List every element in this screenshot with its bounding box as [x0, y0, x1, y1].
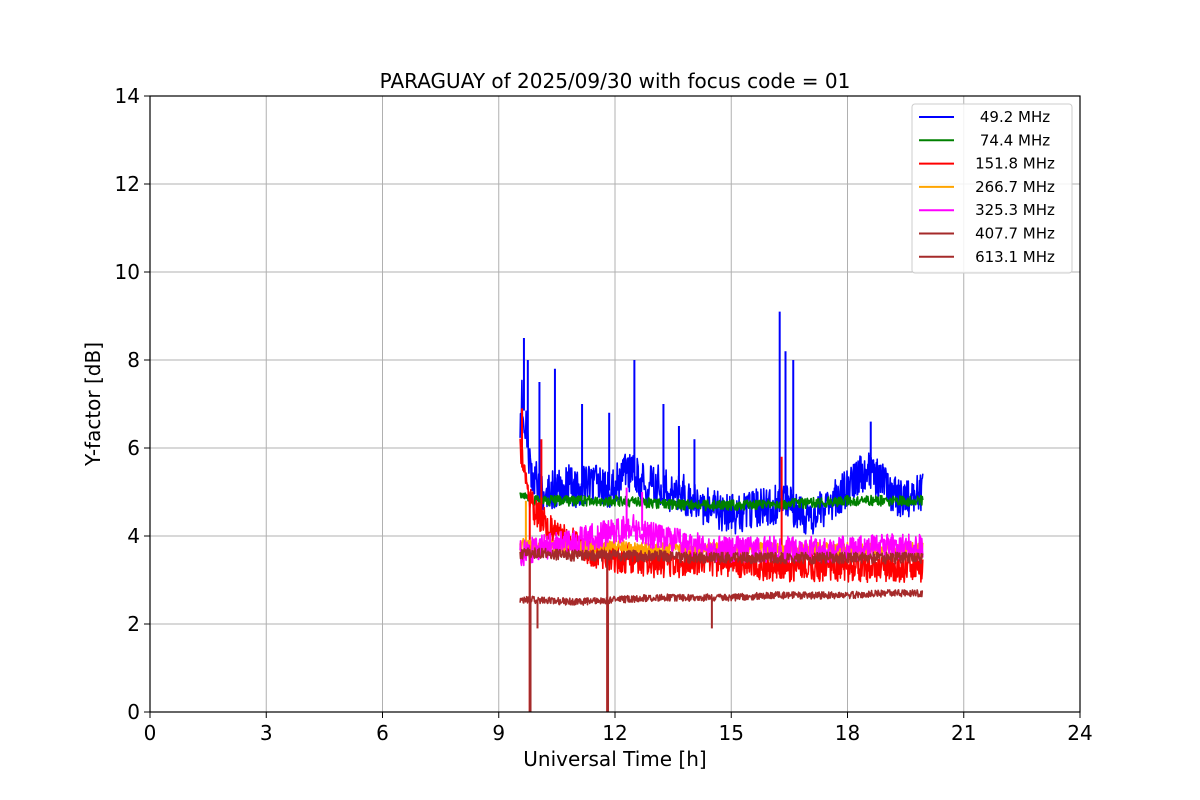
x-tick-label: 15	[719, 721, 744, 745]
series-7	[519, 589, 924, 712]
y-tick-label: 4	[127, 524, 140, 548]
series-line	[519, 547, 924, 565]
x-tick-label: 6	[376, 721, 389, 745]
legend-label: 74.4 MHz	[980, 131, 1050, 149]
x-tick-label: 9	[492, 721, 505, 745]
x-tick-label: 21	[951, 721, 976, 745]
chart-title: PARAGUAY of 2025/09/30 with focus code =…	[380, 69, 851, 93]
x-tick-label: 12	[602, 721, 627, 745]
x-axis-ticks: 0 3 6 9 12 15 18 21 24	[144, 712, 1093, 745]
x-tick-label: 24	[1067, 721, 1092, 745]
legend-label: 407.7 MHz	[975, 225, 1055, 243]
y-tick-label: 2	[127, 612, 140, 636]
series-line	[519, 438, 924, 583]
legend-label: 151.8 MHz	[975, 155, 1055, 173]
y-tick-label: 12	[115, 172, 140, 196]
series-line	[519, 379, 924, 535]
legend-label: 266.7 MHz	[975, 178, 1055, 196]
series-5	[519, 487, 924, 567]
x-tick-label: 0	[144, 721, 157, 745]
y-axis-label: Y-factor [dB]	[81, 342, 105, 467]
grid	[150, 96, 1080, 712]
series-group	[519, 311, 924, 712]
series-line	[519, 514, 924, 567]
legend-label: 49.2 MHz	[980, 108, 1050, 126]
legend-box	[911, 103, 1073, 274]
series-line	[519, 492, 924, 512]
y-tick-label: 6	[127, 436, 140, 460]
y-tick-label: 10	[115, 260, 140, 284]
legend: 49.2 MHz 74.4 MHz 151.8 MHz 266.7 MHz 325.3…	[911, 103, 1073, 274]
x-axis-label: Universal Time [h]	[523, 747, 706, 771]
series-line	[519, 589, 924, 606]
y-tick-label: 0	[127, 700, 140, 724]
x-tick-label: 18	[835, 721, 860, 745]
series-1	[519, 311, 924, 535]
y-axis-ticks: 0 2 4 6 8 10 12 14	[115, 84, 150, 724]
series-2	[519, 492, 924, 512]
legend-label: 325.3 MHz	[975, 201, 1055, 219]
y-tick-label: 14	[115, 84, 140, 108]
legend-label: 613.1 MHz	[975, 248, 1055, 266]
x-tick-label: 3	[260, 721, 273, 745]
y-tick-label: 8	[127, 348, 140, 372]
